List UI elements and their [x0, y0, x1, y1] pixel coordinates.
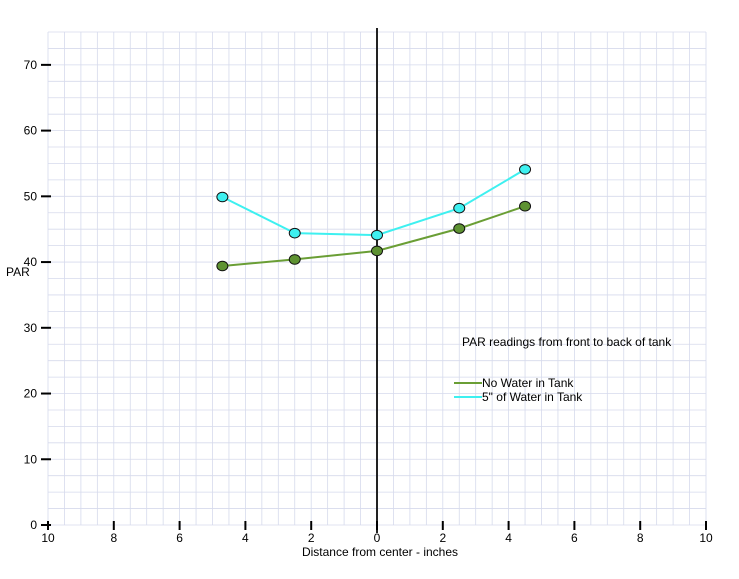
y-tick-label: 0 — [30, 518, 37, 532]
y-tick-label: 10 — [24, 452, 38, 466]
x-tick-label: 0 — [374, 531, 381, 545]
legend-label-0: No Water in Tank — [482, 376, 574, 390]
data-point — [519, 200, 532, 212]
series-line-1 — [221, 168, 526, 237]
y-tick-label: 60 — [24, 124, 38, 138]
x-tick-label: 2 — [439, 531, 446, 545]
data-point — [453, 223, 466, 234]
x-tick-label: 4 — [242, 531, 249, 545]
x-tick-label: 8 — [637, 531, 644, 545]
y-tick-label: 50 — [24, 189, 38, 203]
x-tick-label: 10 — [699, 531, 713, 545]
x-tick-label: 4 — [505, 531, 512, 545]
y-tick-label: 20 — [24, 387, 38, 401]
x-axis-title: Distance from center - inches — [302, 545, 458, 559]
legend-label-1: 5" of Water in Tank — [482, 390, 583, 404]
data-point — [453, 202, 466, 214]
y-tick-label: 70 — [24, 58, 38, 72]
x-tick-label: 6 — [176, 531, 183, 545]
x-tick-label: 10 — [41, 531, 55, 545]
chart-title: PAR readings from front to back of tank — [462, 335, 672, 349]
data-point — [288, 254, 301, 265]
data-point — [216, 260, 229, 272]
series — [216, 164, 532, 272]
data-point — [371, 245, 383, 257]
data-point — [288, 227, 301, 239]
data-point — [216, 191, 229, 203]
x-tick-label: 2 — [308, 531, 315, 545]
grid — [47, 31, 707, 526]
x-tick-label: 8 — [110, 531, 117, 545]
y-axis-title: PAR — [6, 265, 30, 279]
y-tick-label: 40 — [24, 255, 38, 269]
data-point — [519, 164, 532, 175]
y-tick-label: 30 — [24, 321, 38, 335]
data-point — [371, 229, 383, 241]
x-tick-label: 6 — [571, 531, 578, 545]
